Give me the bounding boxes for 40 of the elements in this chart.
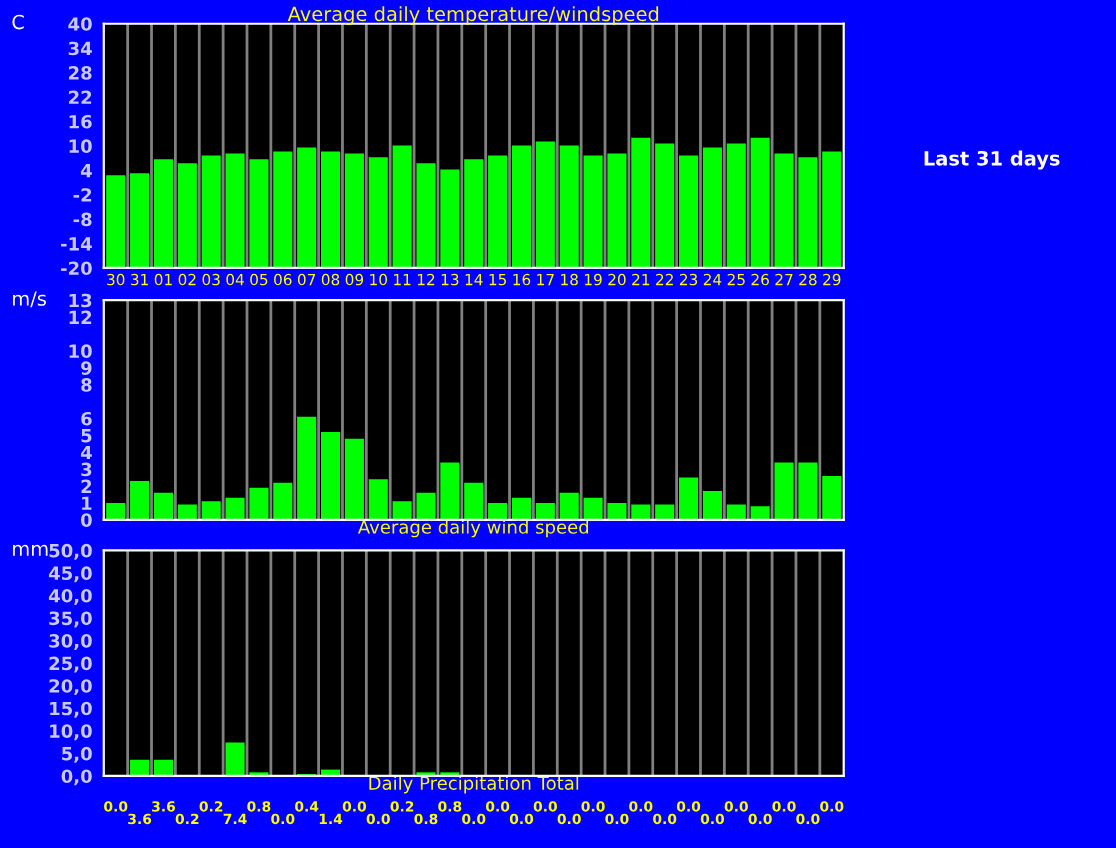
y-axis-title: C xyxy=(12,14,24,30)
y-tick-label: 20,0 xyxy=(49,679,92,696)
y-tick-label: -2 xyxy=(73,188,92,202)
y-tick-label: 45,0 xyxy=(48,566,92,583)
y-tick-label: 5,0 xyxy=(62,746,92,763)
y-tick-label: 22 xyxy=(68,90,92,104)
y-axis-title: mm xyxy=(13,544,48,556)
y-tick-label: 34 xyxy=(68,41,92,56)
y-tick-label: 4 xyxy=(80,163,92,178)
y-tick-label: 6 xyxy=(81,411,92,426)
text: Last 31 days xyxy=(924,150,1060,170)
y-tick-label: 12 xyxy=(69,310,92,324)
y-tick-label: 1 xyxy=(82,496,92,510)
y-tick-label: 9 xyxy=(81,361,92,375)
y-tick-label: 50,0 xyxy=(49,543,92,560)
y-tick-label: 16 xyxy=(69,114,92,129)
y-tick-label: -20 xyxy=(61,261,92,276)
y-tick-label: 40 xyxy=(68,17,92,31)
y-tick-label: 4 xyxy=(80,445,92,460)
y-tick-label: 30,0 xyxy=(49,634,92,650)
y-tick-label: 8 xyxy=(81,378,92,392)
y-tick-label: 25,0 xyxy=(49,656,92,673)
y-tick-label: -8 xyxy=(73,212,92,227)
x-axis-title: Average daily wind speed xyxy=(357,519,589,538)
y-tick-label: 40,0 xyxy=(48,588,92,605)
y-tick-label: 10 xyxy=(69,139,92,153)
y-tick-label: 28 xyxy=(68,66,92,80)
chart-title: Average daily temperature/windspeed xyxy=(287,6,659,26)
y-tick-label: 35,0 xyxy=(49,611,92,628)
y-tick-label: 13 xyxy=(69,293,92,308)
y-tick-label: 3 xyxy=(81,462,92,477)
y-tick-label: 10,0 xyxy=(50,724,92,741)
y-tick-label: 0 xyxy=(80,513,92,527)
y-tick-label: 15,0 xyxy=(50,701,92,718)
y-tick-label: 10 xyxy=(69,344,92,358)
y-tick-label: 5 xyxy=(81,429,92,443)
y-axis-title: m/s xyxy=(13,291,46,308)
y-tick-label: -14 xyxy=(61,237,92,251)
y-tick-label: 2 xyxy=(81,479,92,493)
y-tick-label: 0,0 xyxy=(61,769,92,786)
